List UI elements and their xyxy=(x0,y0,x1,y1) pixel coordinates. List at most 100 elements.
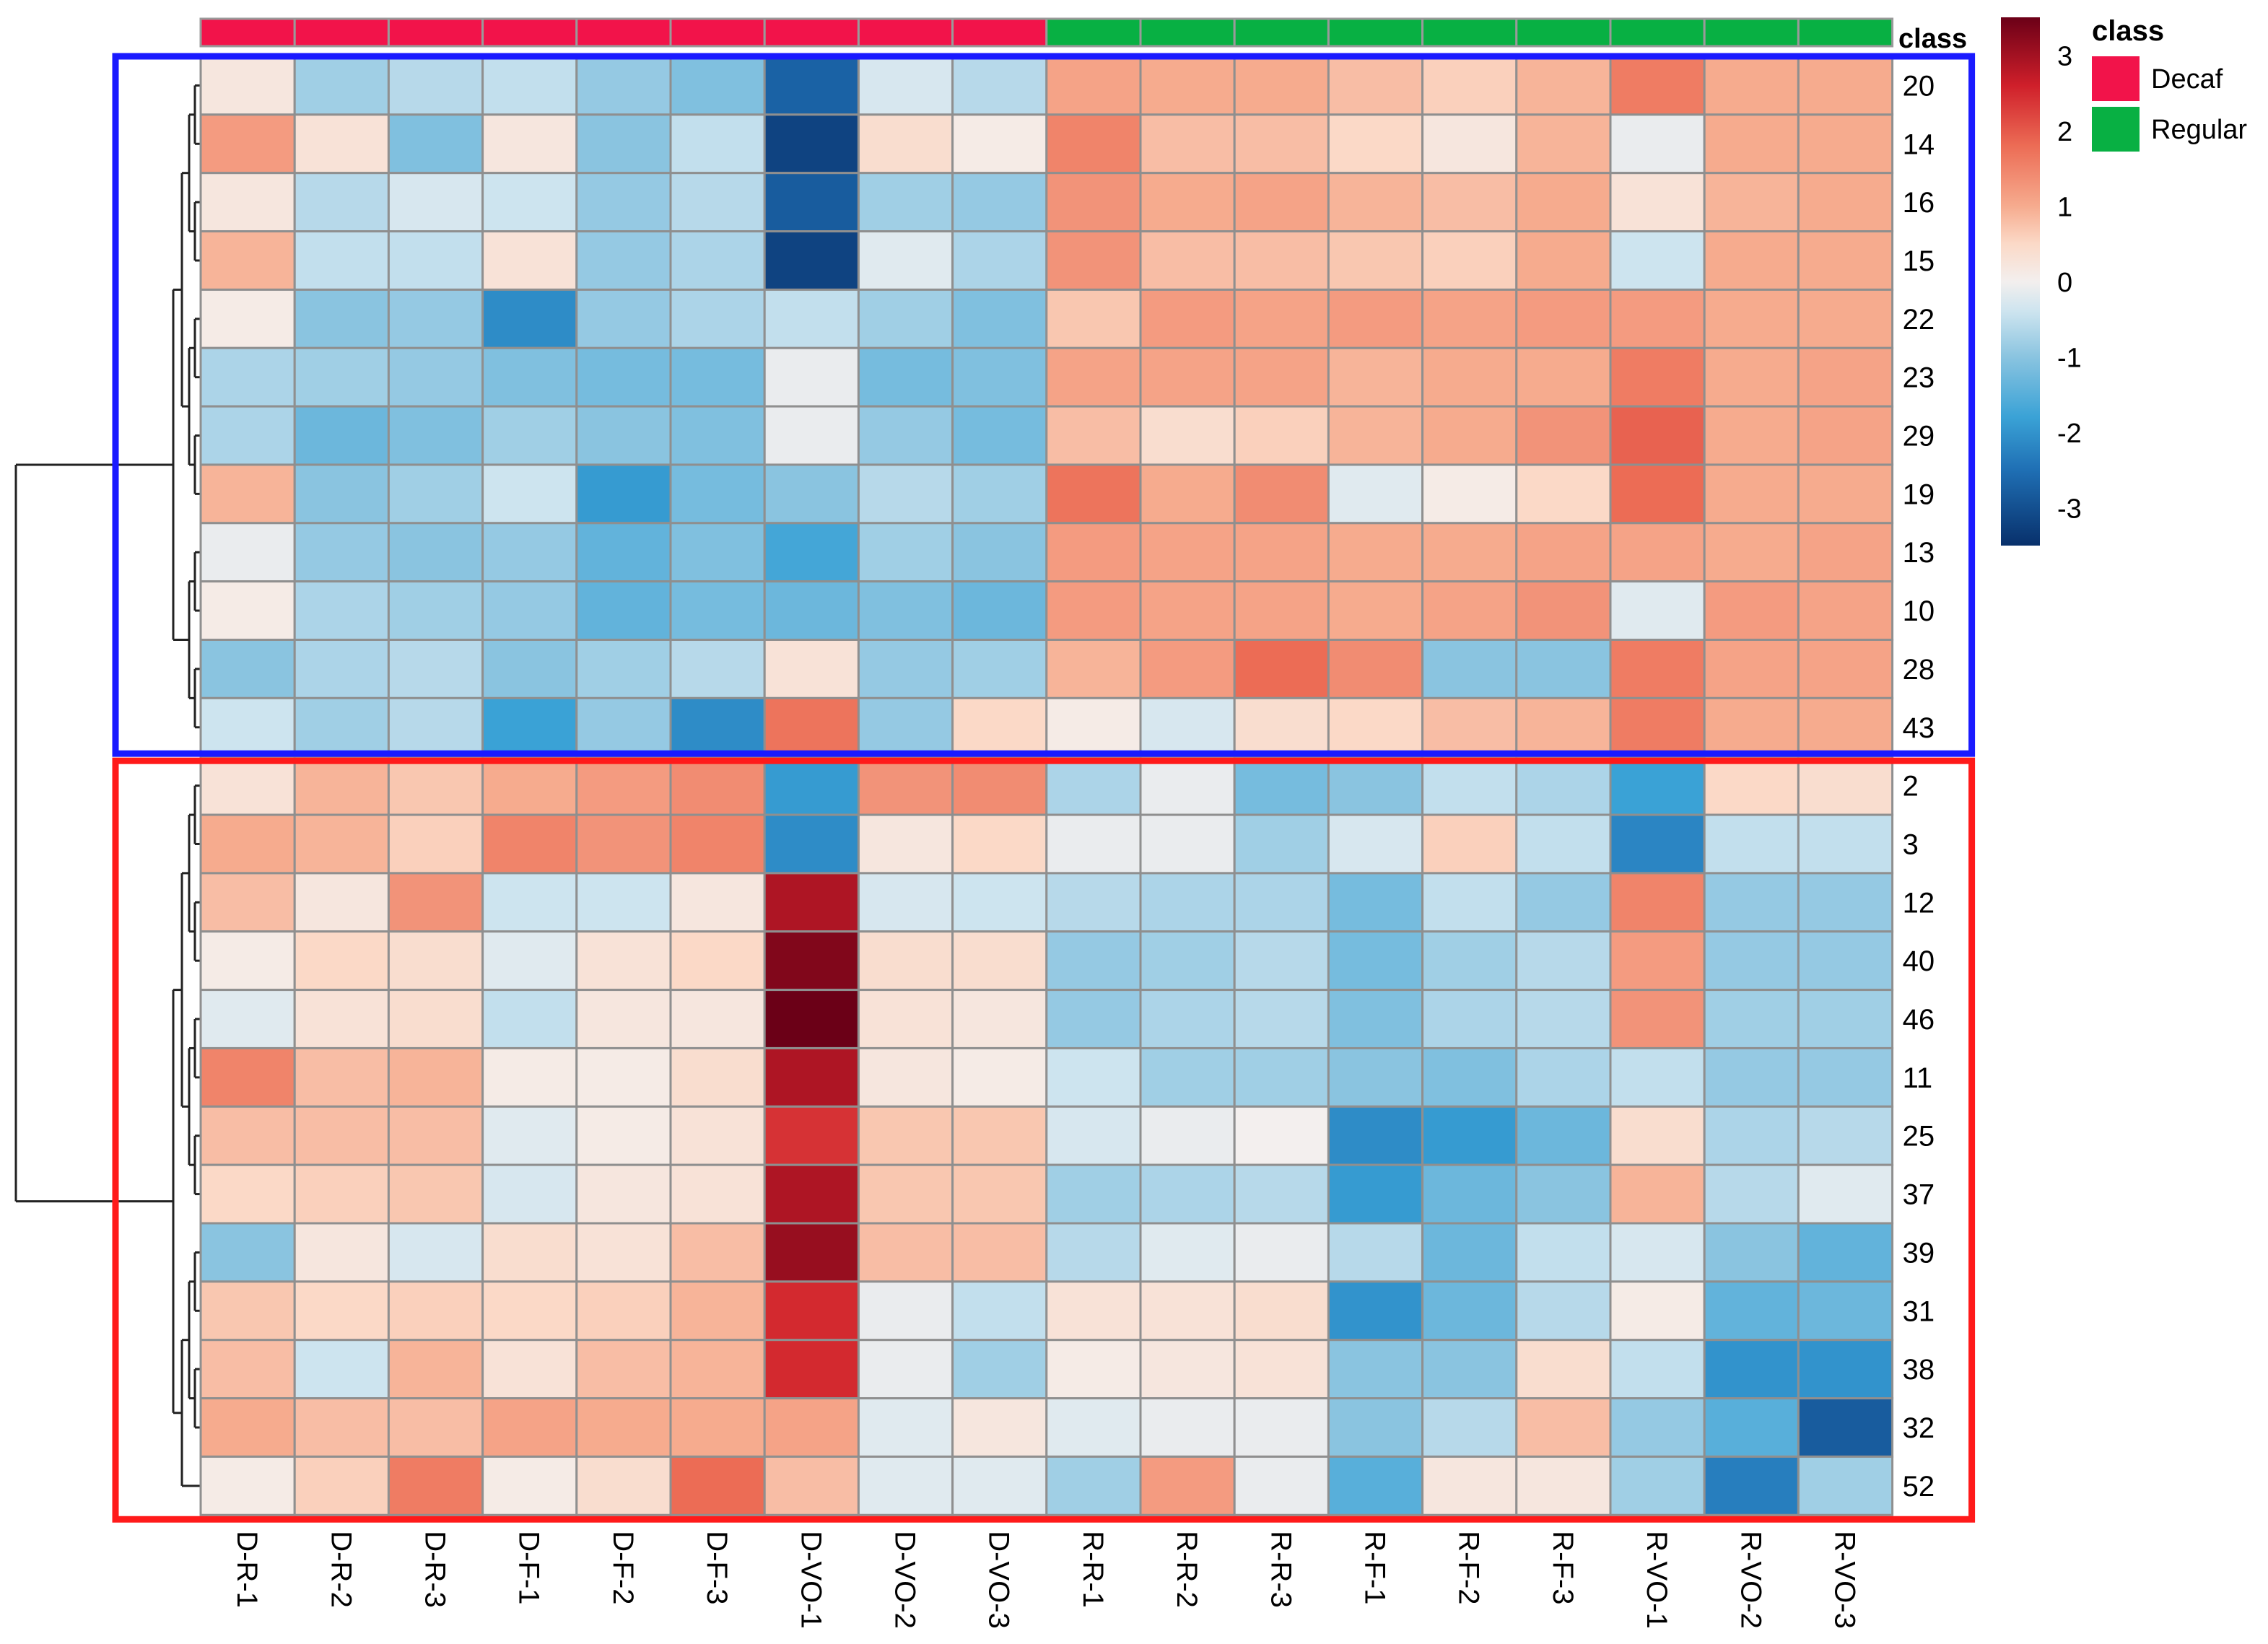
heatmap-cell xyxy=(763,1339,860,1400)
heatmap-cell xyxy=(669,346,766,408)
heatmap-cell xyxy=(951,755,1048,816)
heatmap-cell xyxy=(669,1397,766,1458)
heatmap-cell xyxy=(1515,1455,1612,1516)
class-legend: class Decaf Regular xyxy=(2092,15,2247,152)
heatmap-cell xyxy=(1327,1163,1424,1225)
heatmap-cell xyxy=(763,1280,860,1342)
heatmap-cell xyxy=(199,405,296,466)
heatmap-cell xyxy=(575,930,672,992)
heatmap-cell xyxy=(951,930,1048,992)
class-bar-segment xyxy=(669,17,766,48)
heatmap-cell xyxy=(1421,696,1518,758)
heatmap-cell xyxy=(857,755,954,816)
heatmap-cell xyxy=(1233,113,1330,175)
heatmap-cell xyxy=(481,639,578,699)
heatmap-cell xyxy=(199,463,296,525)
heatmap-cell xyxy=(1421,813,1518,875)
heatmap-cell xyxy=(1703,1397,1800,1458)
heatmap-cell xyxy=(1703,55,1800,116)
heatmap-cell xyxy=(1139,1163,1236,1225)
heatmap-cell xyxy=(1609,1163,1706,1225)
heatmap-cell xyxy=(387,522,484,583)
heatmap-cell xyxy=(1797,696,1894,758)
row-label: 32 xyxy=(1903,1412,1935,1444)
heatmap-cell xyxy=(1703,989,1800,1049)
row-label: 13 xyxy=(1903,537,1935,569)
heatmap-cell xyxy=(1421,872,1518,933)
heatmap-cell xyxy=(1609,522,1706,583)
heatmap-cell xyxy=(1045,755,1142,816)
heatmap-cell xyxy=(1797,1222,1894,1283)
heatmap-cell xyxy=(1609,55,1706,116)
heatmap-cell xyxy=(1703,755,1800,816)
class-bar-segment xyxy=(481,17,578,48)
heatmap-cell xyxy=(1327,1455,1424,1516)
row-label: 16 xyxy=(1903,187,1935,219)
heatmap-cell xyxy=(1327,755,1424,816)
heatmap-cell xyxy=(1797,1339,1894,1400)
heatmap-cell xyxy=(1797,989,1894,1049)
heatmap-cell xyxy=(857,1046,954,1108)
heatmap-cell xyxy=(199,1163,296,1225)
heatmap-cell xyxy=(481,346,578,408)
heatmap-cell xyxy=(1421,230,1518,291)
heatmap-cell xyxy=(951,1339,1048,1400)
heatmap-cell xyxy=(857,288,954,349)
heatmap-cell xyxy=(669,1222,766,1283)
heatmap-cell xyxy=(1233,1397,1330,1458)
heatmap-cell xyxy=(1797,522,1894,583)
heatmap-cell xyxy=(669,696,766,758)
heatmap-cell xyxy=(1703,230,1800,291)
heatmap-cell xyxy=(1139,172,1236,233)
heatmap-cell xyxy=(857,522,954,583)
heatmap-cell xyxy=(1045,1397,1142,1458)
heatmap-cell xyxy=(481,696,578,758)
heatmap-cell xyxy=(1421,463,1518,525)
heatmap-cell xyxy=(1609,346,1706,408)
heatmap-cell xyxy=(293,1280,390,1342)
row-label: 23 xyxy=(1903,362,1935,394)
heatmap-cell xyxy=(763,930,860,992)
heatmap-cell xyxy=(857,1455,954,1516)
heatmap-cell xyxy=(1139,522,1236,583)
heatmap-cell xyxy=(199,1455,296,1516)
heatmap-cell xyxy=(1515,1163,1612,1225)
heatmap-cell xyxy=(669,172,766,233)
heatmap-cell xyxy=(1327,346,1424,408)
heatmap-cell xyxy=(575,172,672,233)
heatmap-cell xyxy=(1421,1397,1518,1458)
heatmap-cell xyxy=(1139,288,1236,349)
heatmap-cell xyxy=(481,1105,578,1166)
heatmap-cell xyxy=(1515,1339,1612,1400)
heatmap-cell xyxy=(293,230,390,291)
heatmap-cell xyxy=(1327,55,1424,116)
heatmap-cell xyxy=(1233,288,1330,349)
color-scale-tick: -1 xyxy=(2057,344,2082,374)
heatmap-cell xyxy=(1797,580,1894,642)
heatmap-cell xyxy=(1609,1046,1706,1108)
heatmap-cell xyxy=(293,1046,390,1108)
class-bar-segment xyxy=(1327,17,1424,48)
heatmap-cell xyxy=(1045,930,1142,992)
heatmap-cell xyxy=(1233,1339,1330,1400)
heatmap-cell xyxy=(199,930,296,992)
heatmap-cell xyxy=(763,580,860,642)
heatmap-cell xyxy=(575,288,672,349)
heatmap-cell xyxy=(857,1339,954,1400)
heatmap-cell xyxy=(481,813,578,875)
heatmap-cell xyxy=(857,580,954,642)
heatmap-cell xyxy=(1703,1280,1800,1342)
heatmap-cell xyxy=(763,989,860,1049)
heatmap-cell xyxy=(1045,872,1142,933)
heatmap-cell xyxy=(1515,55,1612,116)
heatmap-cell xyxy=(481,1455,578,1516)
heatmap-cell xyxy=(1045,172,1142,233)
heatmap-cell xyxy=(951,580,1048,642)
heatmap-cell xyxy=(199,230,296,291)
heatmap-cell xyxy=(481,288,578,349)
column-label: R-R-1 xyxy=(1077,1531,1109,1608)
heatmap-cell xyxy=(1139,1280,1236,1342)
heatmap-cell xyxy=(1045,1046,1142,1108)
heatmap-cell xyxy=(1045,288,1142,349)
class-bar-segment xyxy=(199,17,296,48)
